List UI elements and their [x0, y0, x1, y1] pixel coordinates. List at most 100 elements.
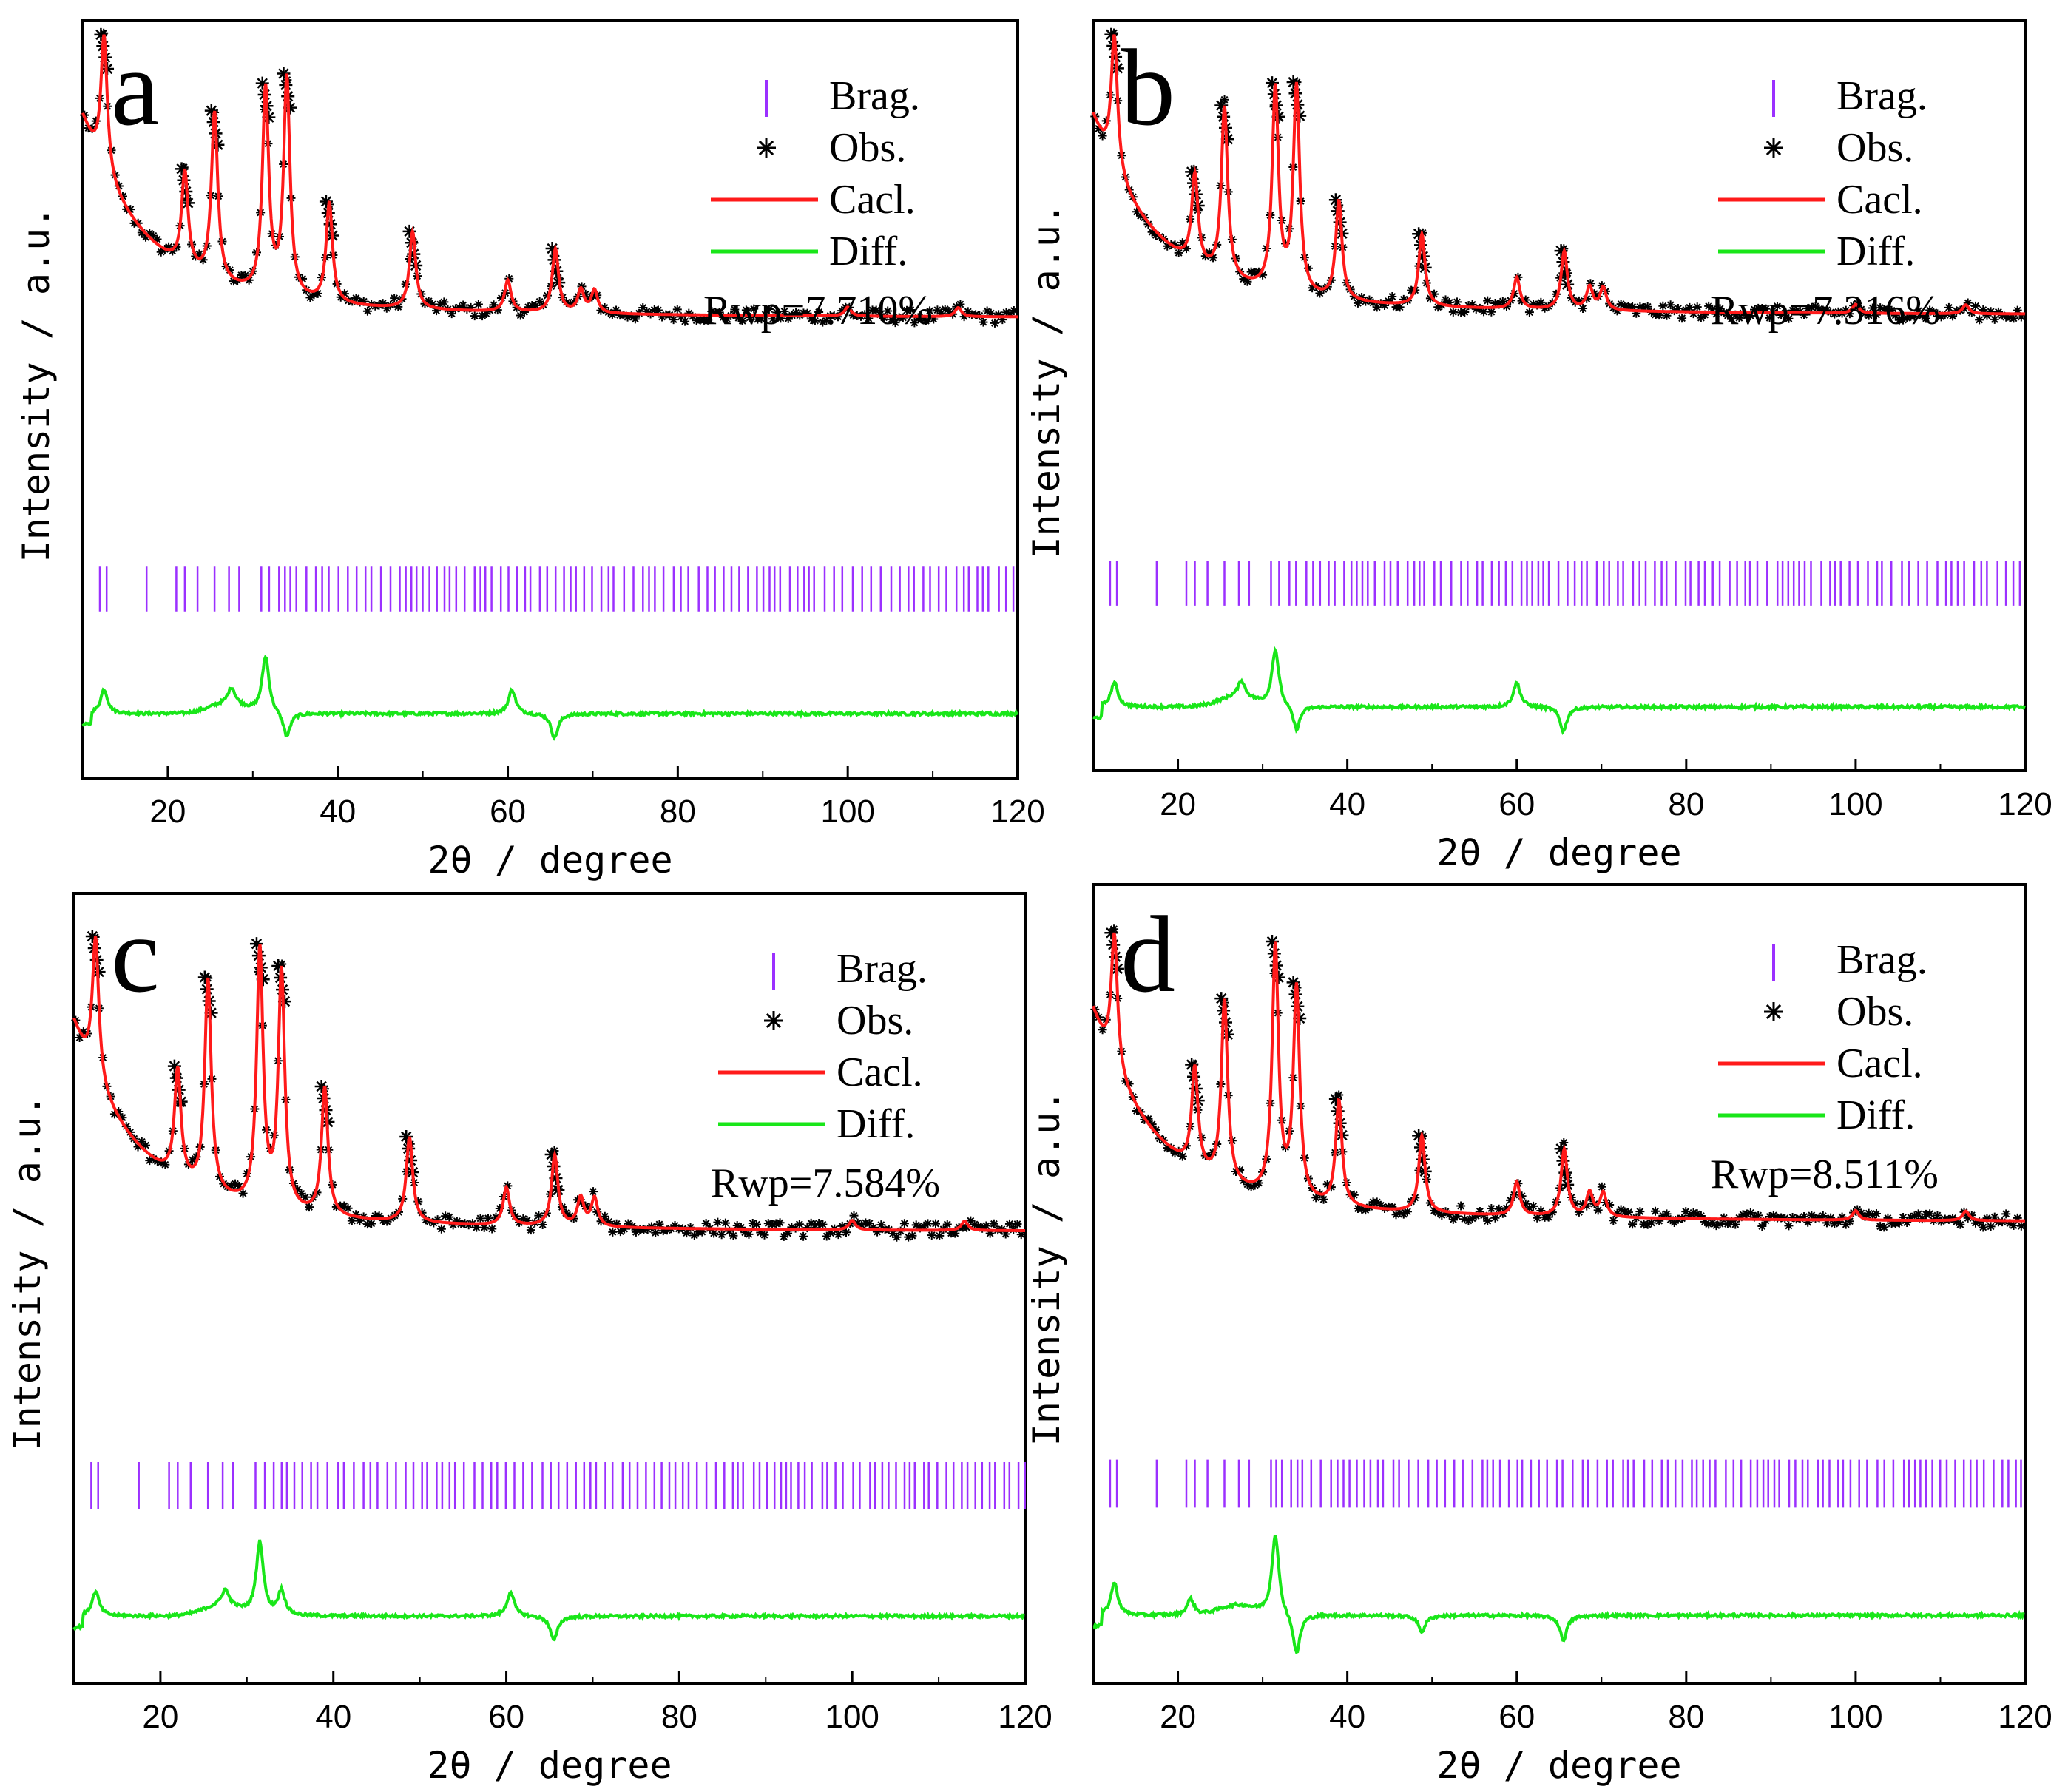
observed-peak-marker	[1412, 227, 1426, 241]
legend-entry: Diff.	[1836, 1092, 1915, 1138]
observed-peak-marker	[175, 162, 189, 176]
x-tick-label: 60	[1498, 786, 1535, 822]
x-tick-label: 20	[142, 1699, 178, 1735]
observed-peak-marker	[1328, 193, 1342, 207]
observed-peak-marker	[1214, 98, 1229, 112]
panel-b: b 20 40 60 80 100 120 2θ / degree Intensity / a.…	[1025, 19, 2052, 874]
x-axis-label: 2θ / degree	[428, 839, 672, 882]
observed-peak-marker	[1185, 165, 1199, 179]
difference-line	[1092, 1535, 2025, 1654]
observed-peak-marker	[1293, 109, 1307, 123]
legend-entry: Cacl.	[1836, 1041, 1923, 1086]
legend-entry: Diff.	[829, 229, 908, 274]
observed-peak-marker	[1271, 970, 1285, 984]
legend-obs-swatch	[757, 138, 776, 158]
observed-peak-marker	[94, 27, 108, 41]
rwp-value: Rwp=8.511%	[1711, 1152, 1939, 1197]
panel-a: a 20 40 60 80 100 120 2θ / degree Intensity / a.…	[15, 19, 1045, 882]
observed-peak-marker	[204, 1006, 218, 1020]
x-tick-label: 60	[490, 794, 526, 830]
x-tick-label: 120	[990, 794, 1044, 830]
legend-entry: Obs.	[829, 125, 906, 171]
observed-peak-marker	[1185, 1058, 1199, 1072]
observed-peak-marker	[1104, 926, 1118, 940]
observed-peak-marker	[283, 101, 297, 115]
x-tick-label: 100	[1828, 786, 1882, 822]
observed-peak-marker	[197, 970, 212, 984]
observed-peak-marker	[399, 1130, 413, 1143]
observed-peak-marker	[85, 930, 99, 944]
x-tick-label: 100	[1828, 1699, 1882, 1735]
x-tick-label: 40	[1329, 1699, 1365, 1735]
observed-peak-marker	[1554, 244, 1568, 258]
observed-peak-marker	[1328, 1092, 1342, 1106]
observed-peak-marker	[1412, 1129, 1426, 1143]
observed-peak-marker	[319, 195, 333, 209]
observed-peak-marker	[314, 1079, 328, 1093]
observed-peak-marker	[1265, 76, 1279, 90]
x-axis-label: 2θ / degree	[427, 1744, 672, 1787]
legend-obs-swatch	[1764, 138, 1783, 158]
x-tick-label: 80	[660, 794, 696, 830]
panel-letter: b	[1121, 27, 1175, 149]
x-tick-label: 80	[1668, 786, 1704, 822]
legend-entry: Brag.	[837, 946, 927, 992]
observed-peak-marker	[167, 1059, 181, 1073]
observed-peak-marker	[249, 937, 263, 951]
legend-entry: Cacl.	[837, 1049, 923, 1095]
bragg-ticks	[1109, 1459, 2022, 1508]
legend-entry: Obs.	[1836, 989, 1913, 1035]
observed-peak-marker	[1286, 976, 1300, 990]
rwp-value: Rwp=7.584%	[711, 1160, 940, 1206]
calculated-line	[72, 936, 1025, 1232]
legend-entry: Diff.	[837, 1101, 915, 1147]
calculated-line	[1092, 34, 2026, 316]
y-axis-label: Intensity / a.u.	[15, 206, 58, 563]
x-tick-label: 60	[488, 1699, 524, 1735]
plot-frame	[72, 892, 1027, 1685]
legend-obs-swatch	[1764, 1002, 1783, 1021]
observed-peak-marker	[255, 76, 269, 90]
x-axis-label: 2θ / degree	[1436, 831, 1681, 874]
difference-line	[72, 1539, 1025, 1642]
observed-peak-marker	[1104, 27, 1118, 41]
observed-peak-marker	[549, 1171, 563, 1186]
panel-d: d 20 40 60 80 100 120 2θ / degree Intensity / a.…	[1025, 883, 2052, 1787]
legend: Brag. Obs. Cacl. Diff.	[1718, 937, 1927, 1138]
observed-peak-marker	[1293, 1011, 1307, 1025]
legend-obs-swatch	[764, 1011, 783, 1030]
observed-peak-marker	[550, 264, 564, 278]
observed-peak-marker	[1265, 935, 1279, 949]
observed-peak-marker	[271, 959, 285, 973]
observed-peak-marker	[204, 104, 218, 118]
x-tick-label: 20	[1160, 786, 1196, 822]
bragg-ticks	[90, 1461, 1026, 1510]
x-tick-label: 20	[149, 794, 186, 830]
x-tick-label: 40	[320, 794, 356, 830]
panel-c: c 20 40 60 80 100 120 2θ / degree Intensity / a.…	[6, 892, 1052, 1787]
difference-line	[1092, 646, 2026, 736]
x-tick-label: 40	[315, 1699, 351, 1735]
observed-peak-marker	[1416, 1152, 1430, 1166]
observed-peak-marker	[1286, 75, 1300, 89]
panel-letter: a	[111, 27, 160, 149]
observed-peak-marker	[277, 67, 291, 81]
bragg-ticks	[98, 566, 1015, 612]
legend: Brag. Obs. Cacl. Diff.	[711, 73, 920, 274]
plot-frame	[1092, 19, 2027, 772]
y-axis-label: Intensity / a.u.	[6, 1095, 49, 1451]
x-tick-label: 120	[1998, 786, 2052, 822]
x-tick-label: 120	[1998, 1699, 2052, 1735]
legend-entry: Obs.	[837, 998, 913, 1044]
legend-entry: Cacl.	[829, 177, 916, 223]
panel-letter: c	[111, 894, 160, 1015]
calculated-line	[81, 34, 1018, 319]
legend-entry: Brag.	[1836, 73, 1927, 119]
observed-peak-marker	[1214, 992, 1229, 1006]
plot-frame	[1092, 883, 2027, 1685]
legend-entry: Obs.	[1836, 125, 1913, 171]
observed-peak-marker	[1554, 1142, 1568, 1156]
observed-peak-marker	[1558, 1166, 1572, 1180]
x-tick-label: 100	[820, 794, 874, 830]
observed-peak-marker	[1416, 249, 1430, 263]
